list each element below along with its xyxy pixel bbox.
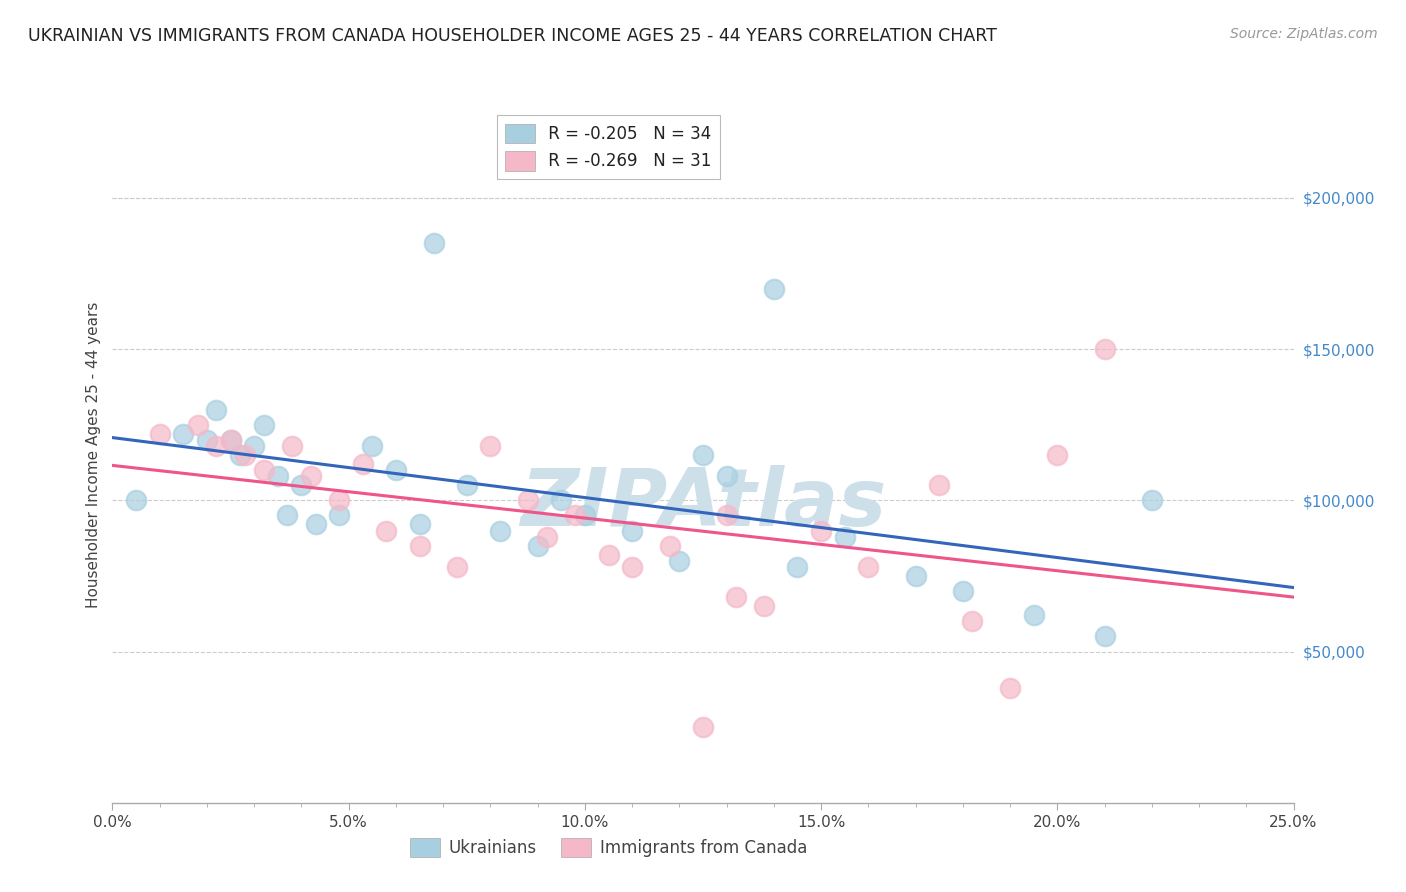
Point [195,433,218,447]
Point [233,448,256,462]
Point [205,439,228,453]
Point [928,478,950,492]
Point [998,681,1021,695]
Point [598,548,620,562]
Point [668,554,690,568]
Point [229,448,252,462]
Text: ZIPAtlas: ZIPAtlas [520,465,886,542]
Point [952,584,974,599]
Point [446,559,468,574]
Point [834,530,856,544]
Point [692,720,714,734]
Point [1140,493,1163,508]
Point [1046,448,1069,462]
Point [536,530,558,544]
Point [489,524,512,538]
Point [276,508,298,523]
Point [243,439,266,453]
Point [621,559,644,574]
Point [385,463,408,477]
Point [1094,629,1116,643]
Point [149,426,172,441]
Point [253,417,276,432]
Point [186,417,208,432]
Point [408,539,430,553]
Point [253,463,276,477]
Point [479,439,502,453]
Point [692,448,714,462]
Y-axis label: Householder Income Ages 25 - 44 years: Householder Income Ages 25 - 44 years [86,301,101,608]
Point [786,559,808,574]
Point [352,457,374,471]
Point [858,559,880,574]
Point [1022,608,1045,623]
Point [621,524,644,538]
Point [962,615,984,629]
Point [328,493,350,508]
Point [716,508,738,523]
Point [408,517,430,532]
Point [361,439,384,453]
Point [125,493,148,508]
Point [299,469,322,483]
Point [219,433,242,447]
Point [526,539,548,553]
Point [375,524,398,538]
Point [810,524,832,538]
Text: Source: ZipAtlas.com: Source: ZipAtlas.com [1230,27,1378,41]
Text: UKRAINIAN VS IMMIGRANTS FROM CANADA HOUSEHOLDER INCOME AGES 25 - 44 YEARS CORREL: UKRAINIAN VS IMMIGRANTS FROM CANADA HOUS… [28,27,997,45]
Point [1094,342,1116,356]
Legend: Ukrainians, Immigrants from Canada: Ukrainians, Immigrants from Canada [404,831,814,864]
Point [281,439,304,453]
Point [219,433,242,447]
Point [564,508,586,523]
Point [658,539,681,553]
Point [725,590,748,604]
Point [550,493,572,508]
Point [574,508,596,523]
Point [904,569,927,583]
Point [328,508,350,523]
Point [205,402,228,417]
Point [716,469,738,483]
Point [172,426,194,441]
Point [304,517,326,532]
Point [762,281,785,295]
Point [517,493,540,508]
Point [290,478,312,492]
Point [422,236,444,251]
Point [754,599,776,614]
Point [456,478,478,492]
Point [267,469,290,483]
